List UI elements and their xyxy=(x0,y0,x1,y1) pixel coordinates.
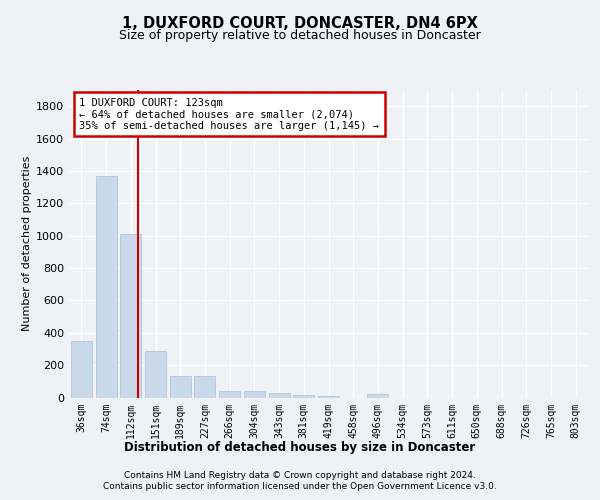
Bar xyxy=(219,391,240,398)
Bar xyxy=(293,394,314,398)
Bar xyxy=(120,234,141,398)
Text: Size of property relative to detached houses in Doncaster: Size of property relative to detached ho… xyxy=(119,29,481,42)
Bar xyxy=(244,391,265,398)
Text: Contains public sector information licensed under the Open Government Licence v3: Contains public sector information licen… xyxy=(103,482,497,491)
Bar xyxy=(71,341,92,398)
Text: Distribution of detached houses by size in Doncaster: Distribution of detached houses by size … xyxy=(124,441,476,454)
Text: 1 DUXFORD COURT: 123sqm
← 64% of detached houses are smaller (2,074)
35% of semi: 1 DUXFORD COURT: 123sqm ← 64% of detache… xyxy=(79,98,379,131)
Bar xyxy=(318,396,339,398)
Bar xyxy=(194,376,215,398)
Bar xyxy=(269,392,290,398)
Bar xyxy=(95,176,116,398)
Bar xyxy=(367,394,388,398)
Bar xyxy=(170,376,191,398)
Y-axis label: Number of detached properties: Number of detached properties xyxy=(22,156,32,332)
Text: Contains HM Land Registry data © Crown copyright and database right 2024.: Contains HM Land Registry data © Crown c… xyxy=(124,471,476,480)
Bar xyxy=(145,352,166,398)
Text: 1, DUXFORD COURT, DONCASTER, DN4 6PX: 1, DUXFORD COURT, DONCASTER, DN4 6PX xyxy=(122,16,478,31)
